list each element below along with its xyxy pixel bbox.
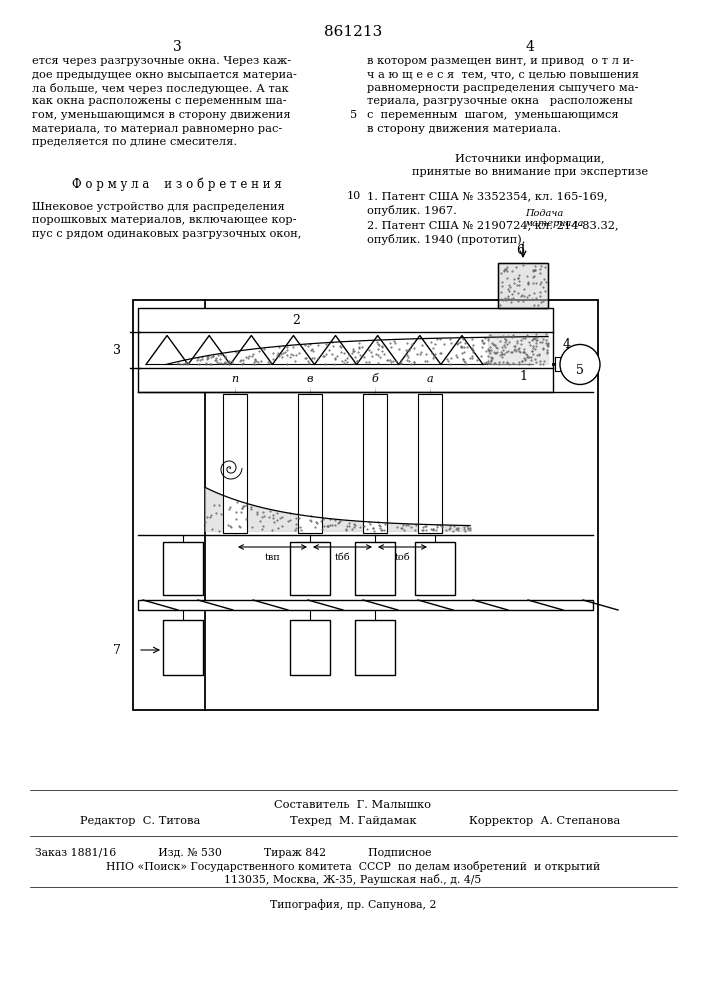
Bar: [498, 263, 548, 308]
Text: Подача
материала: Подача материала: [525, 209, 585, 228]
Bar: [163, 542, 203, 595]
Text: материала, то материал равномерно рас-: материала, то материал равномерно рас-: [32, 123, 282, 133]
Text: принятые во внимание при экспертизе: принятые во внимание при экспертизе: [412, 167, 648, 177]
Text: 7: 7: [113, 644, 121, 656]
Text: 2: 2: [292, 314, 300, 326]
Text: Составитель  Г. Малышко: Составитель Г. Малышко: [274, 800, 431, 810]
Text: Корректор  А. Степанова: Корректор А. Степанова: [469, 816, 620, 826]
Bar: [355, 542, 395, 595]
Text: 113035, Москва, Ж-35, Раушская наб., д. 4/5: 113035, Москва, Ж-35, Раушская наб., д. …: [224, 874, 481, 885]
Text: 5: 5: [351, 110, 358, 120]
Text: Заказ 1881/16            Изд. № 530            Тираж 842            Подписное: Заказ 1881/16 Изд. № 530 Тираж 842 Подпи…: [35, 848, 431, 858]
Bar: [298, 394, 322, 533]
Text: ется через разгрузочные окна. Через каж-: ется через разгрузочные окна. Через каж-: [32, 56, 291, 66]
Text: пределяется по длине смесителя.: пределяется по длине смесителя.: [32, 137, 237, 147]
Text: Техред  М. Гайдамак: Техред М. Гайдамак: [290, 816, 416, 826]
Bar: [290, 542, 330, 595]
Text: с  переменным  шагом,  уменьшающимся: с переменным шагом, уменьшающимся: [367, 110, 619, 120]
Text: пус с рядом одинаковых разгрузочных окон,: пус с рядом одинаковых разгрузочных окон…: [32, 229, 301, 239]
Text: 3: 3: [113, 344, 121, 357]
Bar: [290, 620, 330, 675]
Text: дое предыдущее окно высыпается материа-: дое предыдущее окно высыпается материа-: [32, 70, 297, 80]
Text: Редактор  С. Титова: Редактор С. Титова: [80, 816, 200, 826]
Text: 2. Патент США № 2190724, кл. 214-83.32,: 2. Патент США № 2190724, кл. 214-83.32,: [367, 221, 619, 231]
Text: Типография, пр. Сапунова, 2: Типография, пр. Сапунова, 2: [270, 899, 436, 910]
Bar: [415, 542, 455, 595]
Text: п: п: [231, 374, 238, 384]
Text: Ф о р м у л а    и з о б р е т е н и я: Ф о р м у л а и з о б р е т е н и я: [72, 178, 282, 191]
Text: как окна расположены с переменным ша-: как окна расположены с переменным ша-: [32, 97, 286, 106]
Circle shape: [560, 344, 600, 384]
Text: 1: 1: [519, 370, 527, 383]
Text: 6: 6: [516, 244, 524, 257]
Text: tбб: tбб: [334, 553, 350, 562]
Bar: [555, 357, 563, 371]
Bar: [138, 308, 553, 392]
Text: 4: 4: [563, 338, 571, 351]
Text: в сторону движения материала.: в сторону движения материала.: [367, 123, 561, 133]
Text: ч а ю щ е е с я  тем, что, с целью повышения: ч а ю щ е е с я тем, что, с целью повыше…: [367, 70, 639, 80]
Text: равномерности распределения сыпучего ма-: равномерности распределения сыпучего ма-: [367, 83, 638, 93]
Bar: [138, 600, 593, 610]
Text: гом, уменьшающимся в сторону движения: гом, уменьшающимся в сторону движения: [32, 110, 291, 120]
Text: в котором размещен винт, и привод  о т л и-: в котором размещен винт, и привод о т л …: [367, 56, 634, 66]
Text: tвп: tвп: [264, 553, 281, 562]
Text: 4: 4: [525, 40, 534, 54]
Text: териала, разгрузочные окна   расположены: териала, разгрузочные окна расположены: [367, 97, 633, 106]
Bar: [163, 620, 203, 675]
Bar: [355, 620, 395, 675]
Text: 3: 3: [173, 40, 182, 54]
Text: НПО «Поиск» Государственного комитета  СССР  по делам изобретений  и открытий: НПО «Поиск» Государственного комитета СС…: [106, 861, 600, 872]
Bar: [363, 394, 387, 533]
Text: Источники информации,: Источники информации,: [455, 153, 604, 164]
Text: б: б: [372, 374, 378, 384]
Text: 5: 5: [576, 364, 584, 377]
Text: 10: 10: [347, 191, 361, 201]
Text: tоб: tоб: [395, 553, 410, 562]
Bar: [223, 394, 247, 533]
Text: Шнековое устройство для распределения: Шнековое устройство для распределения: [32, 202, 285, 212]
Text: 1. Патент США № 3352354, кл. 165-169,: 1. Патент США № 3352354, кл. 165-169,: [367, 191, 607, 201]
Bar: [133, 300, 598, 710]
Text: в: в: [307, 374, 313, 384]
Text: опублик. 1967.: опублик. 1967.: [367, 205, 457, 216]
Text: порошковых материалов, включающее кор-: порошковых материалов, включающее кор-: [32, 215, 296, 225]
Text: ла больше, чем через последующее. А так: ла больше, чем через последующее. А так: [32, 83, 288, 94]
Text: 861213: 861213: [324, 25, 382, 39]
Text: опублик. 1940 (прототип).: опублик. 1940 (прототип).: [367, 234, 525, 245]
Text: а: а: [427, 374, 433, 384]
Bar: [498, 263, 548, 308]
Bar: [418, 394, 442, 533]
